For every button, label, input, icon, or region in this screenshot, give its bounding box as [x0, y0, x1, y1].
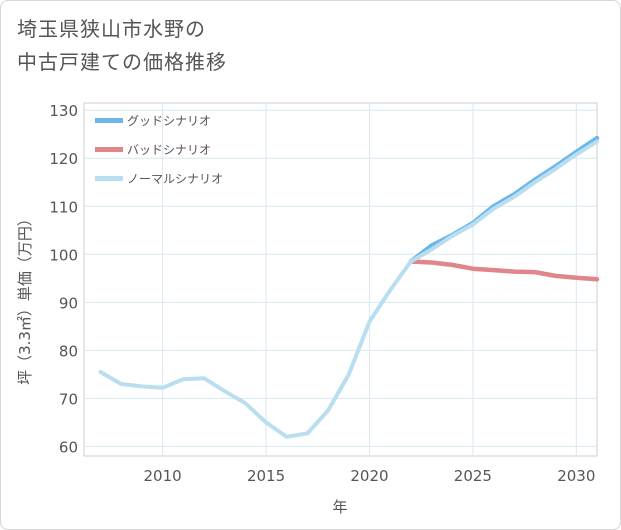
- series-lines: [98, 135, 600, 439]
- y-tick-label-120: 120: [49, 150, 78, 168]
- legend-swatch-good: [95, 118, 123, 123]
- y-axis-ticks: 60 70 80 90 100 110 120 130: [49, 102, 78, 456]
- x-axis-ticks: 2010 2015 2020 2025 2030: [144, 467, 596, 485]
- legend: グッドシナリオ バッドシナリオ ノーマルシナリオ: [95, 114, 223, 186]
- x-tick-label-2030: 2030: [557, 467, 595, 485]
- plot-area: [83, 102, 598, 457]
- legend-label-bad: バッドシナリオ: [127, 143, 211, 157]
- x-axis-title: 年: [332, 498, 347, 516]
- series-line-bad: [408, 259, 600, 282]
- chart-title-line2: 中古戸建ての価格推移: [17, 50, 227, 74]
- legend-swatch-bad: [95, 147, 123, 152]
- legend-label-normal: ノーマルシナリオ: [127, 172, 223, 186]
- y-axis-title: 坪（3.3㎡）単価（万円）: [16, 211, 34, 385]
- legend-swatch-normal: [95, 176, 123, 181]
- vertical-gridlines: [162, 103, 577, 456]
- y-tick-label-90: 90: [59, 294, 78, 312]
- chart-title: 埼玉県狭山市水野の 中古戸建ての価格推移: [17, 13, 227, 79]
- series-line-normal: [98, 139, 599, 439]
- x-tick-label-2015: 2015: [247, 467, 285, 485]
- y-tick-label-70: 70: [59, 390, 78, 408]
- x-tick-label-2010: 2010: [144, 467, 182, 485]
- x-tick-label-2020: 2020: [350, 467, 388, 485]
- y-tick-label-100: 100: [49, 246, 78, 264]
- y-tick-label-110: 110: [49, 198, 78, 216]
- legend-label-good: グッドシナリオ: [127, 114, 211, 128]
- x-tick-label-2025: 2025: [454, 467, 492, 485]
- horizontal-gridlines: [84, 109, 597, 447]
- y-tick-label-80: 80: [59, 342, 78, 360]
- chart-title-line1: 埼玉県狭山市水野の: [17, 17, 206, 41]
- y-tick-label-130: 130: [49, 102, 78, 120]
- y-tick-label-60: 60: [59, 438, 78, 456]
